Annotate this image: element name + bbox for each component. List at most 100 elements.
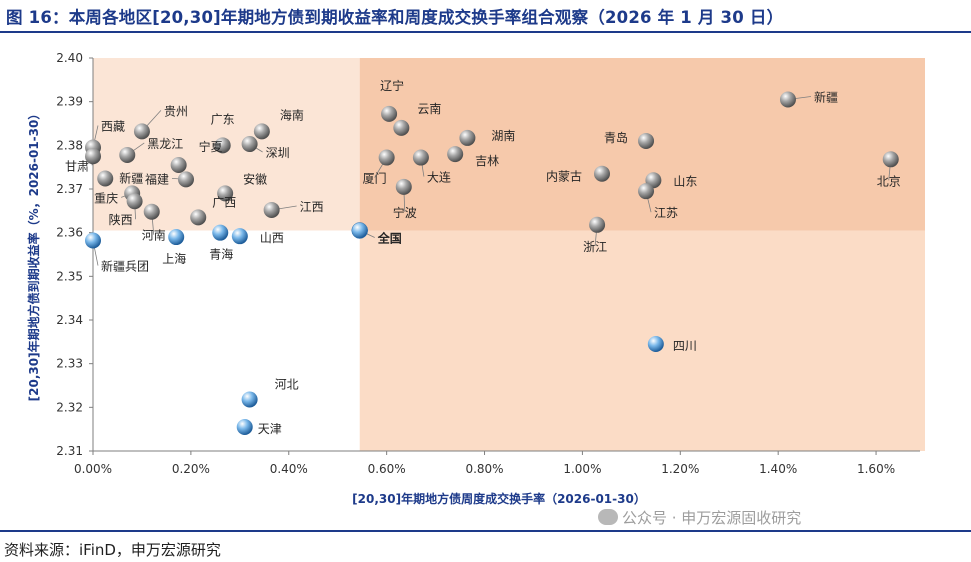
point-label: 北京: [877, 174, 901, 188]
y-tick-label: 2.31: [56, 444, 83, 458]
point-label: 深圳: [266, 146, 290, 160]
point-label: 辽宁: [380, 78, 404, 93]
data-point: [378, 149, 395, 166]
data-point: [459, 129, 476, 146]
data-point: [85, 148, 101, 165]
point-label: 广东: [211, 112, 235, 126]
point-label: 江苏: [654, 206, 678, 220]
y-axis-title: [20,30]年期地方债到期收益率（%，2026-01-30）: [26, 108, 41, 402]
x-tick-label: 1.60%: [857, 462, 895, 476]
data-point: [638, 132, 655, 149]
point-label: 天津: [258, 422, 282, 436]
data-point: [647, 336, 664, 353]
data-point: [212, 224, 229, 241]
data-point: [263, 201, 280, 218]
point-label: 新疆: [119, 171, 143, 186]
source-note: 资料来源：iFinD，申万宏源研究: [4, 541, 221, 559]
x-tick-label: 0.00%: [74, 462, 112, 476]
y-tick-label: 2.39: [56, 95, 83, 109]
high-turnover-region: [359, 230, 926, 451]
point-label: 西藏: [101, 120, 125, 134]
point-label: 重庆: [94, 191, 118, 205]
point-label: 山东: [673, 174, 697, 188]
point-label: 海南: [280, 107, 304, 122]
y-tick-label: 2.36: [56, 226, 83, 240]
data-point: [593, 165, 610, 182]
point-label: 安徽: [243, 171, 267, 186]
footer-rule: [0, 530, 971, 532]
y-tick-label: 2.34: [56, 313, 83, 327]
point-label: 黑龙江: [147, 137, 183, 151]
point-label: 青岛: [604, 130, 628, 145]
point-label: 内蒙古: [546, 169, 582, 184]
point-label: 河南: [142, 228, 166, 243]
data-point: [253, 123, 270, 140]
point-label: 宁波: [393, 205, 417, 220]
point-label: 贵州: [164, 104, 188, 118]
reference-point-label: 全国: [377, 230, 402, 245]
point-label: 大连: [427, 170, 451, 185]
data-point: [168, 229, 185, 246]
point-label: 陕西: [109, 212, 133, 227]
y-tick-label: 2.33: [56, 357, 83, 371]
point-label: 甘肃: [65, 159, 89, 173]
data-point: [177, 171, 194, 188]
data-point: [133, 123, 150, 140]
x-tick-label: 0.80%: [465, 462, 503, 476]
wechat-icon: [598, 509, 618, 525]
y-tick-label: 2.38: [56, 138, 83, 152]
x-tick-label: 1.20%: [661, 462, 699, 476]
watermark-text: 公众号 · 申万宏源固收研究: [622, 509, 802, 527]
point-label: 四川: [673, 339, 697, 353]
y-tick-label: 2.40: [56, 51, 83, 65]
data-point: [241, 136, 258, 153]
data-point: [638, 183, 655, 200]
point-label: 山西: [260, 231, 284, 245]
data-point: [589, 216, 606, 233]
point-label: 广西: [212, 195, 236, 209]
data-point: [236, 418, 253, 435]
data-point: [779, 91, 796, 108]
data-point: [447, 146, 464, 163]
data-point: [381, 105, 398, 122]
x-tick-label: 0.20%: [172, 462, 210, 476]
y-tick-label: 2.32: [56, 400, 83, 414]
data-point: [170, 156, 187, 173]
reference-point: [351, 222, 368, 239]
point-label: 宁夏: [199, 139, 223, 154]
point-label: 厦门: [363, 171, 387, 186]
data-point: [214, 137, 231, 154]
point-label: 青海: [209, 247, 233, 262]
x-tick-label: 0.60%: [368, 462, 406, 476]
y-tick-label: 2.35: [56, 269, 83, 283]
data-point: [882, 151, 899, 168]
data-point: [143, 203, 160, 220]
data-point: [241, 391, 258, 408]
x-axis-title: [20,30]年期地方债周度成交换手率（2026-01-30）: [352, 491, 646, 506]
point-label: 吉林: [475, 154, 499, 168]
data-point: [97, 170, 114, 187]
data-point: [231, 228, 248, 245]
point-label: 新疆: [814, 89, 838, 104]
data-point: [395, 178, 412, 195]
x-tick-label: 0.40%: [270, 462, 308, 476]
data-point: [190, 209, 207, 226]
data-point: [217, 185, 234, 202]
x-tick-label: 1.00%: [563, 462, 601, 476]
title-rule: [0, 31, 971, 33]
point-label: 河北: [275, 377, 299, 391]
x-tick-label: 1.40%: [759, 462, 797, 476]
figure-title: 图 16：本周各地区[20,30]年期地方债到期收益率和周度成交换手率组合观察（…: [6, 8, 784, 27]
watermark: 公众号 · 申万宏源固收研究: [598, 507, 801, 528]
point-label: 上海: [162, 251, 186, 266]
point-label: 新疆兵团: [101, 259, 149, 274]
point-label: 云南: [417, 101, 441, 116]
data-point: [412, 149, 429, 166]
data-point: [119, 146, 136, 163]
data-point: [393, 119, 410, 136]
data-point: [85, 232, 101, 249]
point-label: 江西: [300, 200, 324, 214]
y-tick-label: 2.37: [56, 182, 83, 196]
point-label: 浙江: [583, 240, 607, 254]
point-label: 湖南: [491, 128, 515, 143]
